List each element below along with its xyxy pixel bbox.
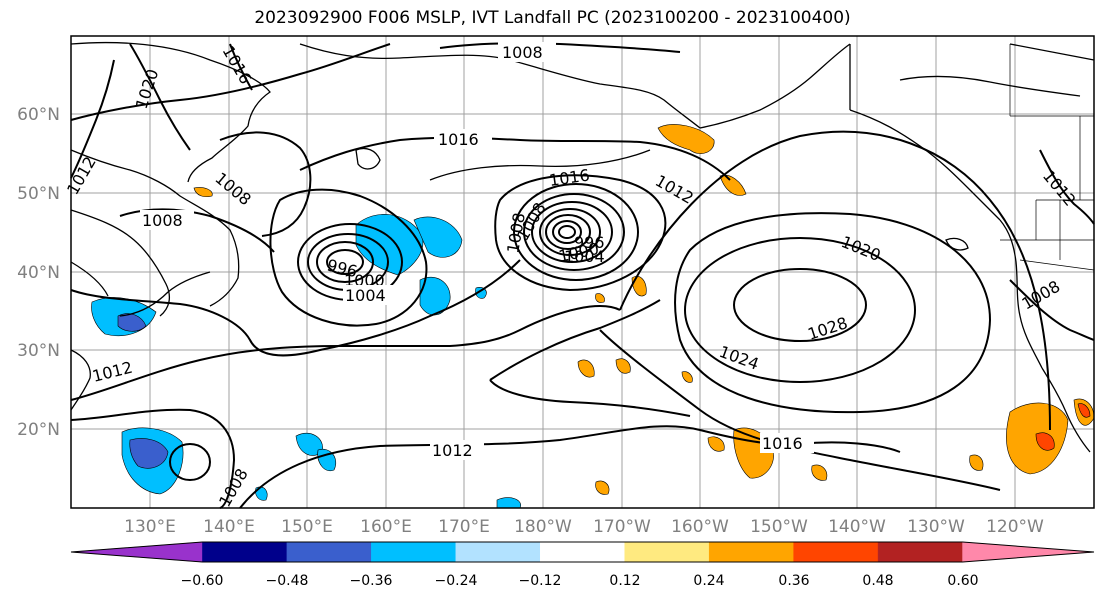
colorbar-cell <box>70 541 203 563</box>
lon-label: 120°W <box>986 517 1044 537</box>
colorbar-tick-label: 0.60 <box>947 573 978 589</box>
lon-label: 170°W <box>593 517 651 537</box>
lon-label: 130°E <box>124 517 176 537</box>
lat-label-20n: 20°N <box>17 420 60 440</box>
mslp-isobars <box>70 42 1095 509</box>
map-title: 2023092900 F006 MSLP, IVT Landfall PC (2… <box>254 8 851 28</box>
lon-label: 180°W <box>514 517 572 537</box>
isobar-label: 1008 <box>142 211 183 230</box>
lon-label: 140°E <box>203 517 255 537</box>
map-frame <box>70 35 1095 509</box>
colorbar-tick-label: 0.36 <box>778 573 809 589</box>
lat-label-30n: 30°N <box>17 341 60 361</box>
isobar-label: 1004 <box>345 286 386 305</box>
colorbar-cell <box>877 541 963 563</box>
ivt-positive-shading <box>193 124 1095 495</box>
longitude-labels: 130°E 140°E 150°E 160°E 170°E 180°W 170°… <box>124 517 1044 537</box>
colorbar-tick-labels: −0.60 −0.48 −0.36 −0.24 −0.12 0.12 0.24 … <box>181 573 979 589</box>
colorbar-tick-label: 0.48 <box>862 573 893 589</box>
colorbar-cell <box>624 541 710 563</box>
colorbar-cell <box>455 541 541 563</box>
lon-label: 140°W <box>828 517 886 537</box>
political-borders <box>1000 44 1095 271</box>
isobar-label: 1016 <box>438 130 479 149</box>
isobar-label: 1004 <box>564 247 605 266</box>
colorbar-cell <box>371 541 457 563</box>
colorbar-cells <box>70 541 1095 563</box>
colorbar-cell <box>793 541 879 563</box>
lon-label: 130°W <box>907 517 965 537</box>
colorbar-tick-label: 0.12 <box>609 573 640 589</box>
lon-label: 170°E <box>438 517 490 537</box>
colorbar-tick-label: 0.24 <box>693 573 724 589</box>
colorbar-cell <box>202 541 288 563</box>
colorbar-cell <box>286 541 372 563</box>
colorbar-tick-label: −0.48 <box>266 573 309 589</box>
colorbar-tick-label: −0.24 <box>435 573 478 589</box>
colorbar-cell <box>708 541 794 563</box>
colorbar-cell <box>962 541 1095 563</box>
coastlines <box>70 41 1095 453</box>
isobar-label: 996 <box>574 233 605 252</box>
isobar-label: 1012 <box>432 441 473 460</box>
lat-label-40n: 40°N <box>17 263 60 283</box>
lon-label: 150°E <box>281 517 333 537</box>
colorbar-outline <box>70 541 1095 563</box>
colorbar-tick-label: −0.36 <box>350 573 393 589</box>
lon-label: 160°W <box>671 517 729 537</box>
lat-label-60n: 60°N <box>17 105 60 125</box>
colorbar-cell <box>540 541 625 563</box>
isobar-label: 1008 <box>502 43 543 62</box>
lon-label: 160°E <box>360 517 412 537</box>
isobar-label: 1016 <box>762 434 803 453</box>
colorbar: −0.60 −0.48 −0.36 −0.24 −0.12 0.12 0.24 … <box>70 541 1095 589</box>
lat-label-50n: 50°N <box>17 184 60 204</box>
latitude-labels: 60°N 50°N 40°N 30°N 20°N <box>17 105 60 440</box>
lon-label: 150°W <box>750 517 808 537</box>
colorbar-tick-label: −0.12 <box>519 573 562 589</box>
colorbar-tick-label: −0.60 <box>181 573 224 589</box>
map-panel: 1008 1016 1020 1016 1012 1008 1008 1016 … <box>63 35 1095 510</box>
